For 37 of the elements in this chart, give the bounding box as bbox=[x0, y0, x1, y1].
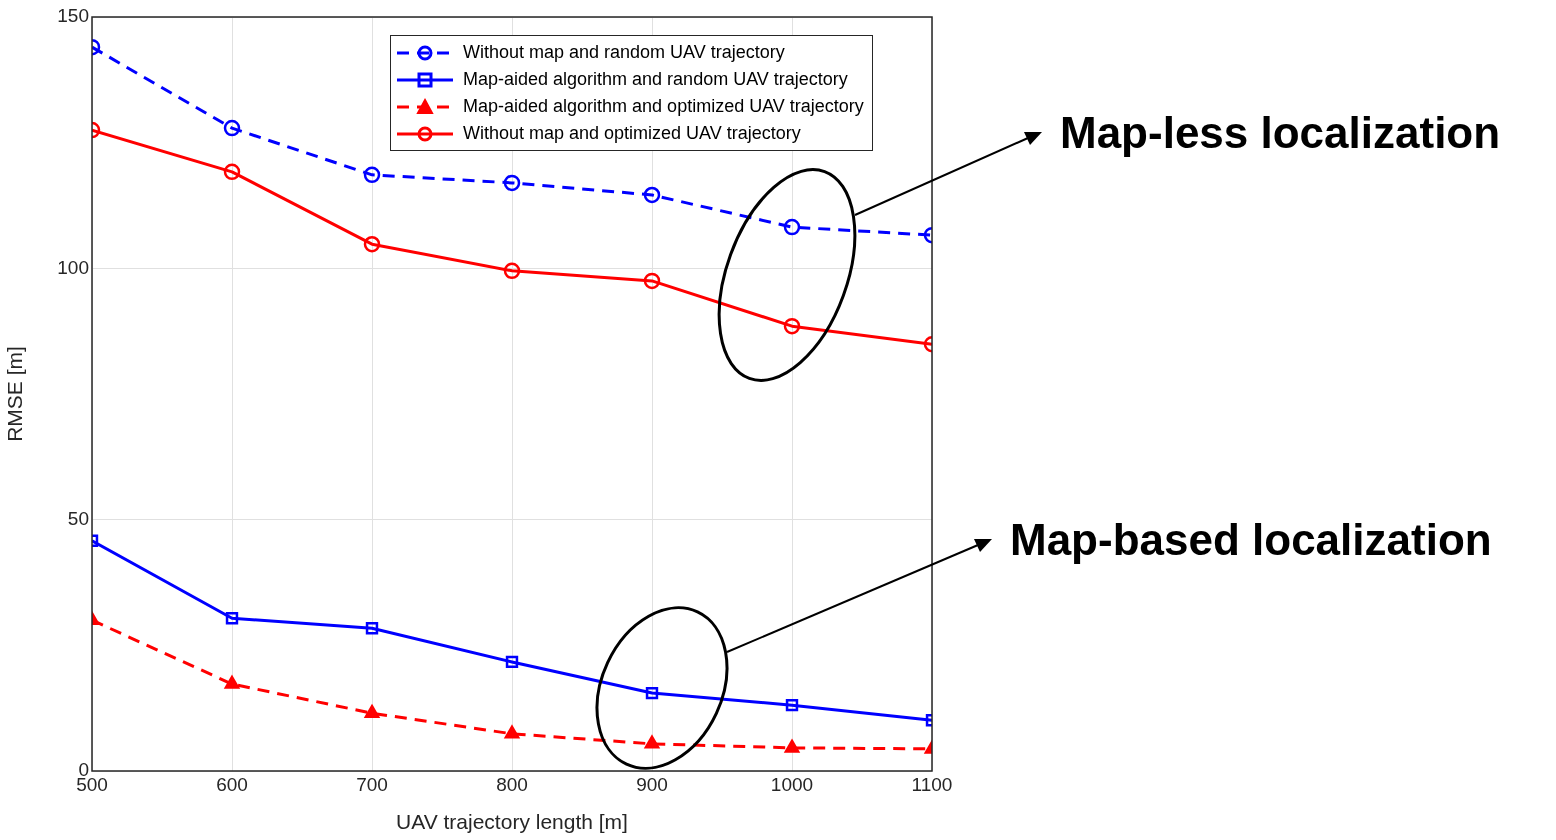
y-tick-label: 50 bbox=[67, 507, 89, 529]
y-tick-label: 150 bbox=[57, 5, 89, 27]
x-tick-label: 1100 bbox=[911, 773, 953, 795]
x-tick-label: 1000 bbox=[770, 773, 814, 795]
text: Map-based localization bbox=[1010, 515, 1492, 565]
legend-label: Map-aided algorithm and random UAV trajectory bbox=[463, 69, 848, 90]
x-axis-title: UAV trajectory length [m] bbox=[396, 810, 628, 834]
legend-label: Without map and optimized UAV trajectory bbox=[463, 123, 801, 144]
point bbox=[783, 218, 801, 236]
text: Map-less localization bbox=[1060, 108, 1501, 158]
point bbox=[503, 174, 521, 192]
x-tick-label: 700 bbox=[356, 773, 388, 795]
legend-label: Map-aided algorithm and optimized UAV trajectory bbox=[463, 96, 864, 117]
point bbox=[364, 704, 380, 718]
x-tick-label: 900 bbox=[636, 773, 668, 795]
point bbox=[503, 262, 521, 280]
point bbox=[784, 739, 800, 753]
point bbox=[363, 235, 381, 253]
point bbox=[785, 698, 799, 712]
point bbox=[225, 611, 239, 625]
legend-label: Without map and random UAV trajectory bbox=[463, 42, 785, 63]
y-axis-title: RMSE [m] bbox=[3, 346, 27, 442]
point bbox=[505, 655, 519, 669]
point bbox=[363, 166, 381, 184]
point bbox=[223, 163, 241, 181]
x-tick-label: 600 bbox=[216, 773, 248, 795]
x-tick-label: 800 bbox=[496, 773, 528, 795]
point bbox=[645, 686, 659, 700]
y-tick-label: 100 bbox=[57, 256, 89, 278]
point bbox=[224, 675, 240, 689]
point bbox=[223, 119, 241, 137]
point bbox=[644, 735, 660, 749]
point bbox=[643, 186, 661, 204]
point bbox=[504, 725, 520, 739]
point bbox=[643, 272, 661, 290]
point bbox=[783, 317, 801, 335]
point bbox=[365, 622, 379, 635]
